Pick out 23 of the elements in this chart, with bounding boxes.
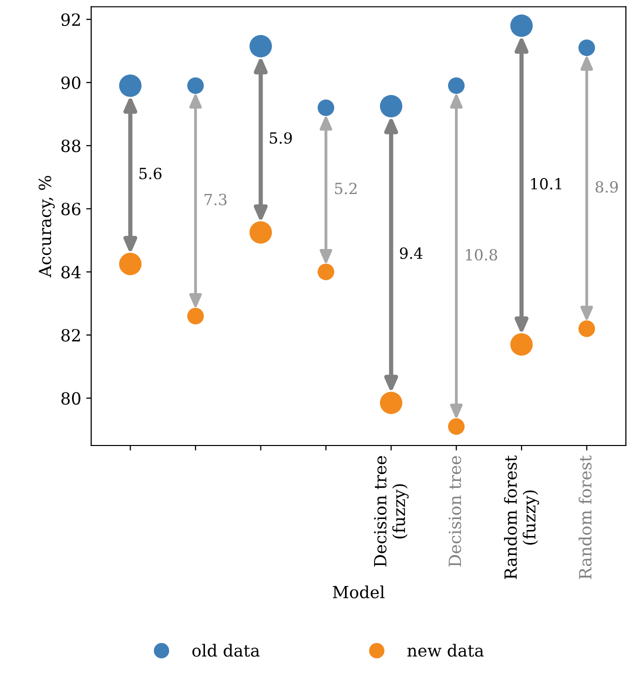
y-tick-label: 82 bbox=[61, 328, 80, 342]
annotation: 5.9 bbox=[270, 132, 292, 144]
annotation: 7.3 bbox=[204, 194, 227, 206]
x-tick-label: Decision tree bbox=[448, 456, 462, 567]
legend-label: new data bbox=[407, 644, 484, 657]
x-tick-label: Random forest bbox=[578, 455, 592, 579]
x-axis-title: Model bbox=[332, 585, 385, 598]
y-tick-label: 84 bbox=[61, 266, 81, 278]
annotation: 9.4 bbox=[400, 247, 422, 259]
y-tick-label: 88 bbox=[61, 140, 80, 152]
x-tick-label: Decision tree (fuzzy) bbox=[374, 456, 409, 567]
y-tick-label: 80 bbox=[61, 392, 80, 405]
y-tick-label: 90 bbox=[61, 76, 80, 90]
annotation: 5.6 bbox=[139, 168, 162, 180]
annotation: 10.8 bbox=[466, 248, 498, 261]
x-tick-label: Random forest (fuzzy) bbox=[504, 455, 540, 579]
y-tick-label: 86 bbox=[61, 202, 80, 216]
y-axis-title: Accuracy, % bbox=[38, 176, 55, 278]
annotation: 10.1 bbox=[531, 178, 562, 190]
annotation: 8.9 bbox=[596, 181, 618, 193]
legend-label: old data bbox=[192, 644, 260, 657]
annotation: 5.2 bbox=[335, 182, 357, 194]
y-tick-label: 92 bbox=[61, 13, 80, 26]
